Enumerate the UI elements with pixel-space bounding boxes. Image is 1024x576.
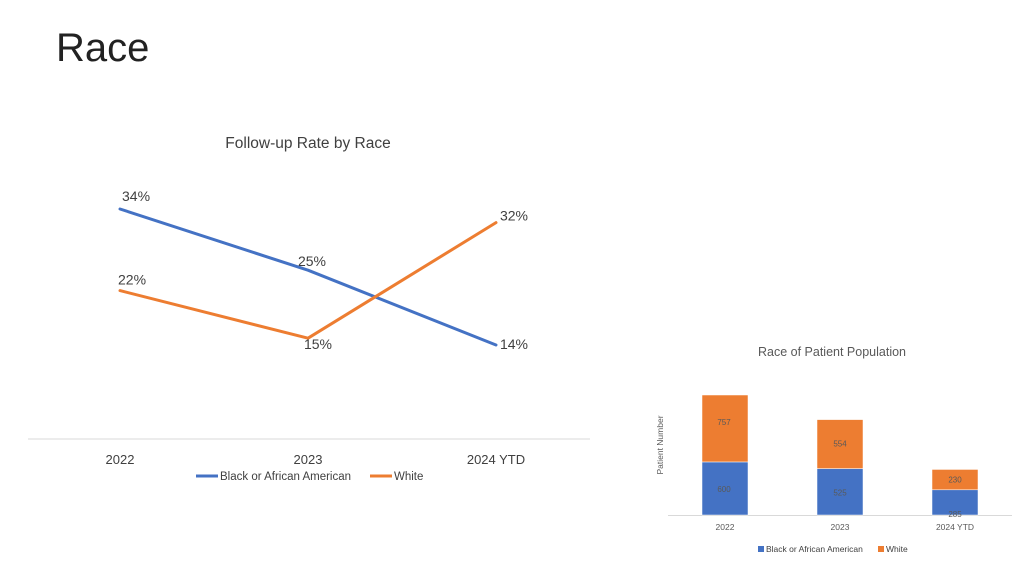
line-x-tick-label: 2023 xyxy=(294,452,323,467)
line-data-label: 32% xyxy=(500,208,528,224)
bar-segment-black-or-african-american xyxy=(701,461,749,516)
bar-legend-swatch xyxy=(758,546,764,552)
line-chart: Follow-up Rate by Race 34% 25% 14% 22% 15% 32… xyxy=(28,135,590,483)
bar-chart-y-axis-title: Patient Number xyxy=(655,415,665,474)
bar-value-label: 600 xyxy=(717,485,731,494)
line-series-black-or-african-american xyxy=(118,207,498,347)
bar-segment-white xyxy=(816,419,864,469)
bar-legend-label: Black or African American xyxy=(766,544,863,554)
line-legend-item: White xyxy=(370,471,423,483)
bar-segment-white xyxy=(931,469,979,491)
bar-x-tick-label: 2022 xyxy=(716,522,735,532)
line-legend-label: White xyxy=(394,471,423,483)
bar-value-label: 285 xyxy=(948,510,962,519)
bar-legend-item: Black or African American xyxy=(758,544,863,554)
line-series-white xyxy=(118,221,498,340)
line-x-tick-label: 2022 xyxy=(106,452,135,467)
line-data-label: 34% xyxy=(122,188,150,204)
bar-segment-white xyxy=(701,394,749,463)
bar-value-label: 230 xyxy=(948,475,962,484)
line-data-label: 15% xyxy=(304,336,332,352)
bar-x-tick-label: 2023 xyxy=(831,522,850,532)
page-title: Race xyxy=(56,26,150,70)
bar-legend-label: White xyxy=(886,544,908,554)
line-legend-item: Black or African American xyxy=(196,471,351,483)
line-chart-title: Follow-up Rate by Race xyxy=(225,135,390,152)
bar-legend-swatch xyxy=(878,546,884,552)
bar-legend-item: White xyxy=(878,544,908,554)
bar-segment-black-or-african-american xyxy=(816,468,864,516)
line-data-label: 25% xyxy=(298,253,326,269)
line-x-tick-label: 2024 YTD xyxy=(467,452,525,467)
bar-x-tick-label: 2024 YTD xyxy=(936,522,974,532)
bar-value-label: 554 xyxy=(833,440,847,449)
bar-chart-title: Race of Patient Population xyxy=(758,345,906,359)
bar-value-label: 757 xyxy=(717,418,731,427)
line-data-label: 14% xyxy=(500,336,528,352)
bar-value-label: 525 xyxy=(833,489,847,498)
line-data-label: 22% xyxy=(118,272,146,288)
line-legend-label: Black or African American xyxy=(220,471,351,483)
